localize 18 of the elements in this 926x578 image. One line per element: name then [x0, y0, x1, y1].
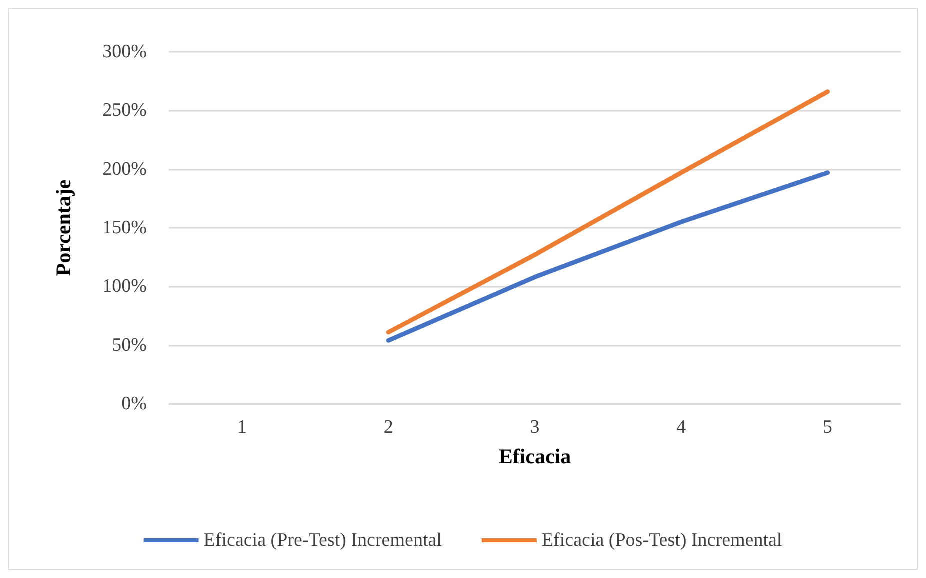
x-tick-label: 4	[676, 417, 687, 438]
y-tick-label: 200%	[102, 158, 148, 180]
legend-label: Eficacia (Pre-Test) Incremental	[204, 530, 442, 551]
legend-label: Eficacia (Pos-Test) Incremental	[542, 530, 782, 551]
x-tick-label: 5	[823, 417, 833, 438]
y-tick-label: 300%	[102, 42, 148, 62]
x-tick-label: 1	[237, 417, 247, 438]
line-series	[386, 90, 830, 335]
y-tick-label: 0%	[122, 394, 148, 414]
y-axis-title: Porcentaje	[52, 180, 76, 276]
x-axis-title: Eficacia	[498, 444, 572, 468]
line-series	[386, 170, 830, 343]
y-tick-label: 100%	[102, 276, 148, 298]
y-tick-label: 150%	[102, 218, 148, 238]
y-tick-label: 50%	[112, 334, 148, 356]
y-tick-label: 250%	[102, 100, 148, 122]
x-tick-label: 2	[384, 417, 394, 438]
x-tick-label: 3	[530, 417, 540, 438]
